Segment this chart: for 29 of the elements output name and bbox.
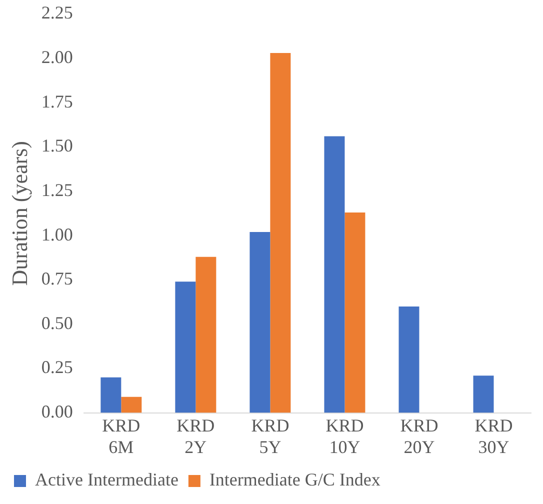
bar bbox=[344, 212, 366, 413]
y-tick-label: 1.00 bbox=[41, 224, 73, 244]
legend-label: Active Intermediate bbox=[35, 470, 178, 490]
x-tick-label: KRD 6M bbox=[102, 415, 140, 457]
bar bbox=[250, 232, 270, 413]
bar bbox=[473, 376, 494, 413]
y-tick-label: 0.25 bbox=[41, 357, 73, 378]
y-tick-label: 0.50 bbox=[41, 312, 73, 333]
bar bbox=[398, 306, 420, 413]
x-tick-label: KRD 20Y bbox=[400, 415, 438, 457]
bar bbox=[175, 282, 196, 413]
y-tick-label: 1.25 bbox=[41, 180, 73, 200]
y-tick-label: 2.00 bbox=[41, 47, 73, 68]
y-tick-label: 0.75 bbox=[41, 268, 73, 289]
y-tick-label: 0.00 bbox=[41, 402, 73, 422]
bar bbox=[100, 377, 122, 413]
bar bbox=[196, 256, 216, 413]
y-tick-label: 1.50 bbox=[41, 136, 73, 156]
x-tick-label: KRD 30Y bbox=[474, 415, 513, 457]
bar bbox=[270, 52, 291, 413]
y-tick-label: 2.25 bbox=[41, 2, 73, 23]
x-tick-label: KRD 10Y bbox=[326, 415, 364, 457]
bar bbox=[121, 396, 142, 413]
legend-label: Intermediate G/C Index bbox=[209, 470, 380, 490]
y-tick-label: 1.75 bbox=[41, 91, 73, 112]
y-axis-title: Duration (years) bbox=[6, 141, 32, 286]
x-tick-label: KRD 5Y bbox=[251, 415, 290, 457]
bar bbox=[324, 136, 345, 413]
x-tick-label: KRD 2Y bbox=[176, 415, 215, 457]
